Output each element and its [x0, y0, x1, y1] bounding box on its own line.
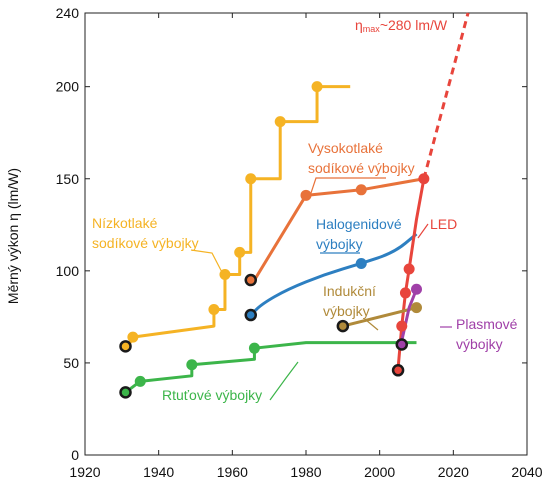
x-tick-label: 1940	[143, 464, 174, 480]
data-point-rtutove-vybojky	[186, 359, 198, 371]
data-point-nizkotlake-sodikove-vybojky	[234, 246, 246, 258]
data-point-led	[399, 287, 411, 299]
projection-label-subscript: max	[363, 24, 381, 34]
annotation-label: výbojky	[316, 236, 363, 252]
data-point-rtutove-vybojky	[248, 342, 260, 354]
annotation-label: výbojky	[323, 303, 370, 319]
start-point-nizkotlake-sodikove-vybojky	[119, 340, 132, 353]
annotation-label: výbojky	[456, 336, 503, 352]
annotation-label: Plasmové	[456, 316, 518, 332]
data-point-halogenidove-vybojky	[355, 257, 367, 269]
series-line-halogenidove-vybojky	[249, 232, 418, 317]
data-point-nizkotlake-sodikove-vybojky	[245, 173, 257, 185]
annotation-plasmove-vybojky: Plasmové výbojky	[440, 316, 518, 352]
annotation-indukcni-vybojky: Indukční výbojky	[323, 283, 379, 331]
data-point-vysokotlake-sodikove-vybojky	[300, 189, 312, 201]
y-tick-label: 0	[71, 447, 79, 463]
data-point-led	[396, 320, 408, 332]
annotation-label: Rtuťové výbojky	[162, 387, 262, 403]
series-lines	[124, 12, 470, 394]
x-tick-label: 2040	[511, 464, 542, 480]
data-point-led	[403, 263, 415, 275]
annotation-leader-line	[309, 177, 386, 197]
y-tick-label: 150	[56, 171, 80, 187]
x-tick-label: 1980	[290, 464, 321, 480]
start-point-rtutove-vybojky	[119, 386, 132, 399]
projection-label-suffix: ~280 lm/W	[380, 17, 448, 33]
x-tick-label: 2000	[364, 464, 395, 480]
annotation-label: Nízkotlaké	[92, 215, 158, 231]
data-point-indukcni-vybojky	[411, 302, 422, 314]
data-point-plasmove-vybojky	[411, 283, 422, 295]
annotation-leader-line	[417, 223, 429, 239]
annotation-label: Halogenidové	[316, 216, 402, 232]
data-point-nizkotlake-sodikove-vybojky	[274, 116, 286, 128]
projection-label: ηmax~280 lm/W	[355, 17, 448, 34]
start-point-plasmove-vybojky	[395, 338, 409, 351]
series-line-rtutove-vybojky	[124, 341, 417, 394]
annotation-vysokotlake-sodikove-vybojky: Vysokotlaké sodíkové výbojky	[308, 140, 415, 197]
annotation-leader-line	[269, 361, 299, 401]
annotation-leader-line	[190, 249, 227, 281]
annotations: Nízkotlaké sodíkové výbojky Vysokotlaké sod…	[92, 17, 518, 403]
annotation-rtutove-vybojky: Rtuťové výbojky	[162, 361, 299, 403]
series-line-indukcni-vybojky	[342, 306, 417, 328]
annotation-led: LED	[417, 216, 457, 239]
data-point-led	[418, 173, 430, 185]
annotation-nizkotlake-sodikove-vybojky: Nízkotlaké sodíkové výbojky	[92, 215, 227, 281]
annotation-leader-line	[365, 319, 379, 331]
data-point-rtutove-vybojky	[134, 375, 146, 387]
annotation-label: sodíkové výbojky	[92, 235, 199, 251]
data-point-vysokotlake-sodikove-vybojky	[355, 184, 367, 196]
start-point-vysokotlake-sodikove-vybojky	[244, 273, 257, 287]
data-point-nizkotlake-sodikove-vybojky	[208, 304, 220, 316]
y-tick-label: 100	[56, 263, 80, 279]
y-tick-label: 200	[56, 79, 80, 95]
x-tick-label: 1960	[217, 464, 248, 480]
x-tick-label: 1920	[69, 464, 100, 480]
axes: 1920 1940 1960 1980 2000 2020 2040 0 50 100 150 200…	[56, 5, 543, 480]
data-point-nizkotlake-sodikove-vybojky	[127, 331, 139, 343]
annotation-label: sodíkové výbojky	[308, 160, 415, 176]
projection-label-prefix: η	[355, 17, 363, 33]
start-point-led	[391, 364, 405, 377]
y-tick-label: 50	[63, 355, 79, 371]
led-projection-line	[422, 12, 470, 180]
series-line-vysokotlake-sodikove-vybojky	[253, 177, 425, 281]
annotation-label: Indukční	[323, 283, 376, 299]
start-point-halogenidove-vybojky	[244, 308, 257, 322]
x-tick-label: 2020	[438, 464, 469, 480]
annotation-halogenidove-vybojky: Halogenidové výbojky	[316, 216, 402, 254]
series-line-led	[396, 178, 426, 369]
data-point-nizkotlake-sodikove-vybojky	[311, 81, 323, 93]
plot-frame	[84, 12, 528, 456]
annotation-label: Vysokotlaké	[308, 140, 383, 156]
series-markers	[119, 81, 430, 399]
annotation-label: LED	[430, 216, 457, 232]
y-tick-label: 240	[56, 5, 80, 21]
start-point-indukcni-vybojky	[336, 319, 350, 333]
y-axis-title: Měrný výkon η (lm/W)	[5, 168, 21, 304]
